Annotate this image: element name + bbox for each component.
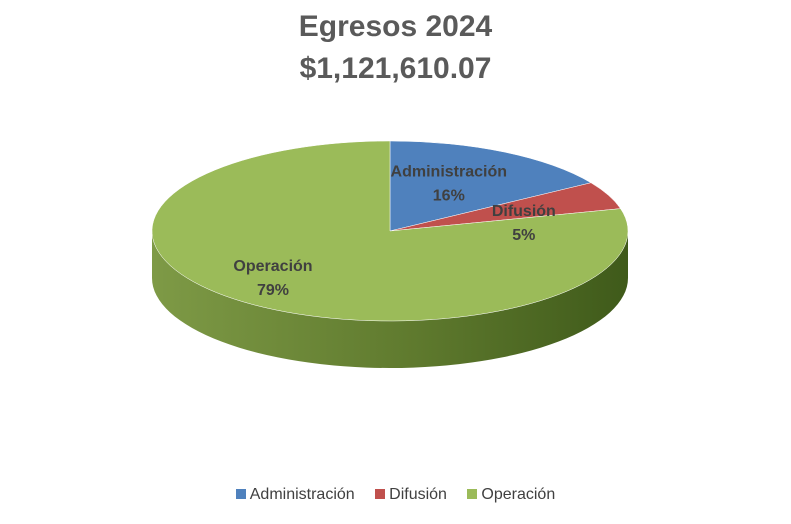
pie-slice-operacion[interactable]: [151, 140, 629, 322]
slice-value-administracion: 16%: [433, 188, 465, 205]
slice-value-operacion: 79%: [257, 282, 289, 299]
legend-swatch-administracion: [235, 489, 246, 499]
legend-label-administracion: Administración: [249, 486, 355, 503]
legend-item-difusion[interactable]: Difusión: [375, 486, 447, 504]
legend-label-operacion: Operación: [481, 486, 556, 503]
pie-side-wall: [152, 231, 628, 368]
legend-swatch-operacion: [467, 489, 478, 499]
legend-label-difusion: Difusión: [389, 486, 447, 503]
pie-side: [152, 231, 628, 368]
slice-label-operacion: Operación: [233, 258, 312, 275]
chart-title-line: Egresos 2024: [298, 10, 493, 43]
pie-labels: Administración 16% Difusión 5% Operación 79%: [233, 164, 555, 299]
chart-subtitle-line: $1,121,610.07: [299, 52, 492, 85]
slice-label-difusion: Difusión: [492, 203, 556, 220]
pie-top: [151, 140, 629, 322]
pie-slice-administracion[interactable]: [389, 140, 592, 232]
legend-swatch-difusion: [375, 489, 386, 499]
legend-item-operacion[interactable]: Operación: [467, 486, 555, 504]
legend: Administración Difusión Operación: [0, 486, 791, 504]
legend-item-administracion[interactable]: Administración: [235, 486, 355, 504]
chart-title: Egresos 2024 $1,121,610.07: [0, 6, 791, 90]
slice-label-administracion: Administración: [391, 164, 507, 181]
slice-value-difusion: 5%: [512, 227, 535, 244]
